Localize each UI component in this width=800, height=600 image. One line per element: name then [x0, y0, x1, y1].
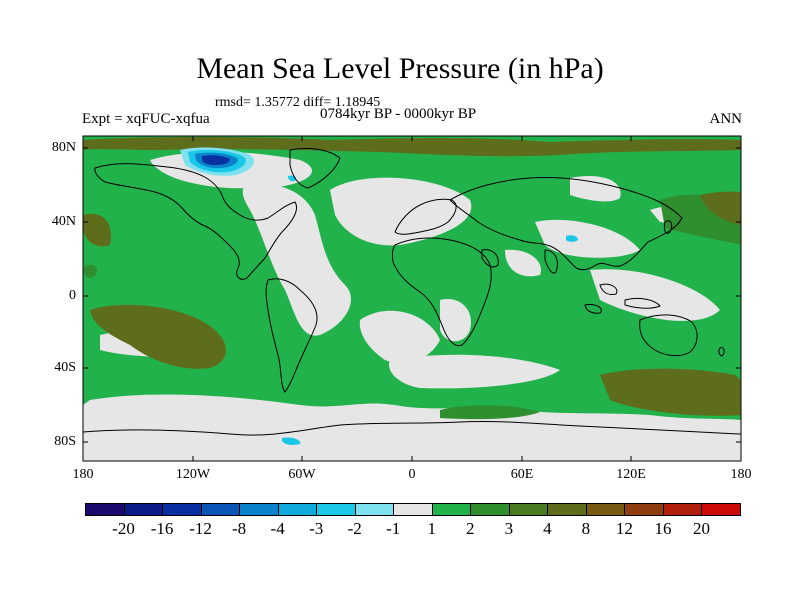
colorbar-swatch: [239, 503, 279, 516]
colorbar-label: 4: [543, 519, 552, 538]
x-tick-label: 180: [72, 467, 94, 482]
colorbar-label: 2: [466, 519, 475, 538]
y-tick-label: 0: [69, 288, 76, 303]
colorbar-swatch: [316, 503, 356, 516]
colorbar-swatch: [624, 503, 664, 516]
colorbar-swatch: [701, 503, 741, 516]
y-tick-label: 80N: [51, 140, 76, 155]
y-tick-label: 80S: [54, 434, 76, 449]
y-ticks: [83, 147, 741, 443]
colorbar-label: 20: [692, 519, 710, 538]
x-tick-label: 120E: [616, 467, 646, 482]
colorbar-label: -20: [112, 519, 135, 538]
period-label: 0784kyr BP - 0000kyr BP: [320, 106, 477, 122]
colorbar-label: -3: [309, 519, 324, 538]
x-tick-label: 60E: [510, 467, 534, 482]
neutral-regions: [83, 151, 741, 461]
colorbar-swatch: [547, 503, 587, 516]
colorbar-swatch: [470, 503, 510, 516]
colorbar-label: 12: [615, 519, 633, 538]
x-tick-label: 60W: [288, 467, 316, 482]
colorbar-label: 1: [427, 519, 437, 538]
x-tick-label: 120W: [175, 467, 211, 482]
colorbar-swatch: [508, 503, 549, 516]
colorbar-swatch: [585, 503, 626, 516]
x-tick-label: 180: [730, 467, 752, 482]
colorbar-swatch: [123, 503, 164, 516]
experiment-label: Expt = xqFUC-xqfua: [82, 111, 210, 127]
y-tick-label: 40S: [54, 360, 76, 375]
colorbar-swatch: [393, 503, 433, 516]
colorbar-swatch: [354, 503, 395, 516]
colorbar-swatch: [85, 503, 125, 516]
colorbar-label: 3: [504, 519, 514, 538]
colorbar-swatch: [431, 503, 472, 516]
contour-field: [83, 136, 741, 461]
colorbar-swatch: [200, 503, 241, 516]
colorbar-label: 16: [654, 519, 672, 538]
band-3-4: [83, 137, 741, 416]
colorbar-label: -4: [270, 519, 285, 538]
colorbar-label: -1: [386, 519, 401, 538]
y-tick-label: 40N: [51, 214, 76, 229]
colorbar-label: 8: [581, 519, 591, 538]
x-ticks: [82, 136, 632, 461]
colorbar-label: -2: [347, 519, 362, 538]
season-label: ANN: [709, 111, 743, 127]
colorbar-swatch: [662, 503, 703, 516]
negative-anomaly: [180, 147, 578, 445]
map-title: Mean Sea Level Pressure (in hPa): [196, 52, 604, 85]
colorbar-label: -8: [232, 519, 247, 538]
stats-text: rmsd= 1.35772 diff= 1.18945: [215, 95, 381, 110]
colorbar-swatch: [162, 503, 202, 516]
colorbar-label: -12: [189, 519, 212, 538]
x-tick-label: 0: [408, 467, 416, 482]
colorbar-label: -16: [150, 519, 174, 538]
colorbar-swatch: [277, 503, 318, 516]
coastlines: [83, 147, 741, 436]
